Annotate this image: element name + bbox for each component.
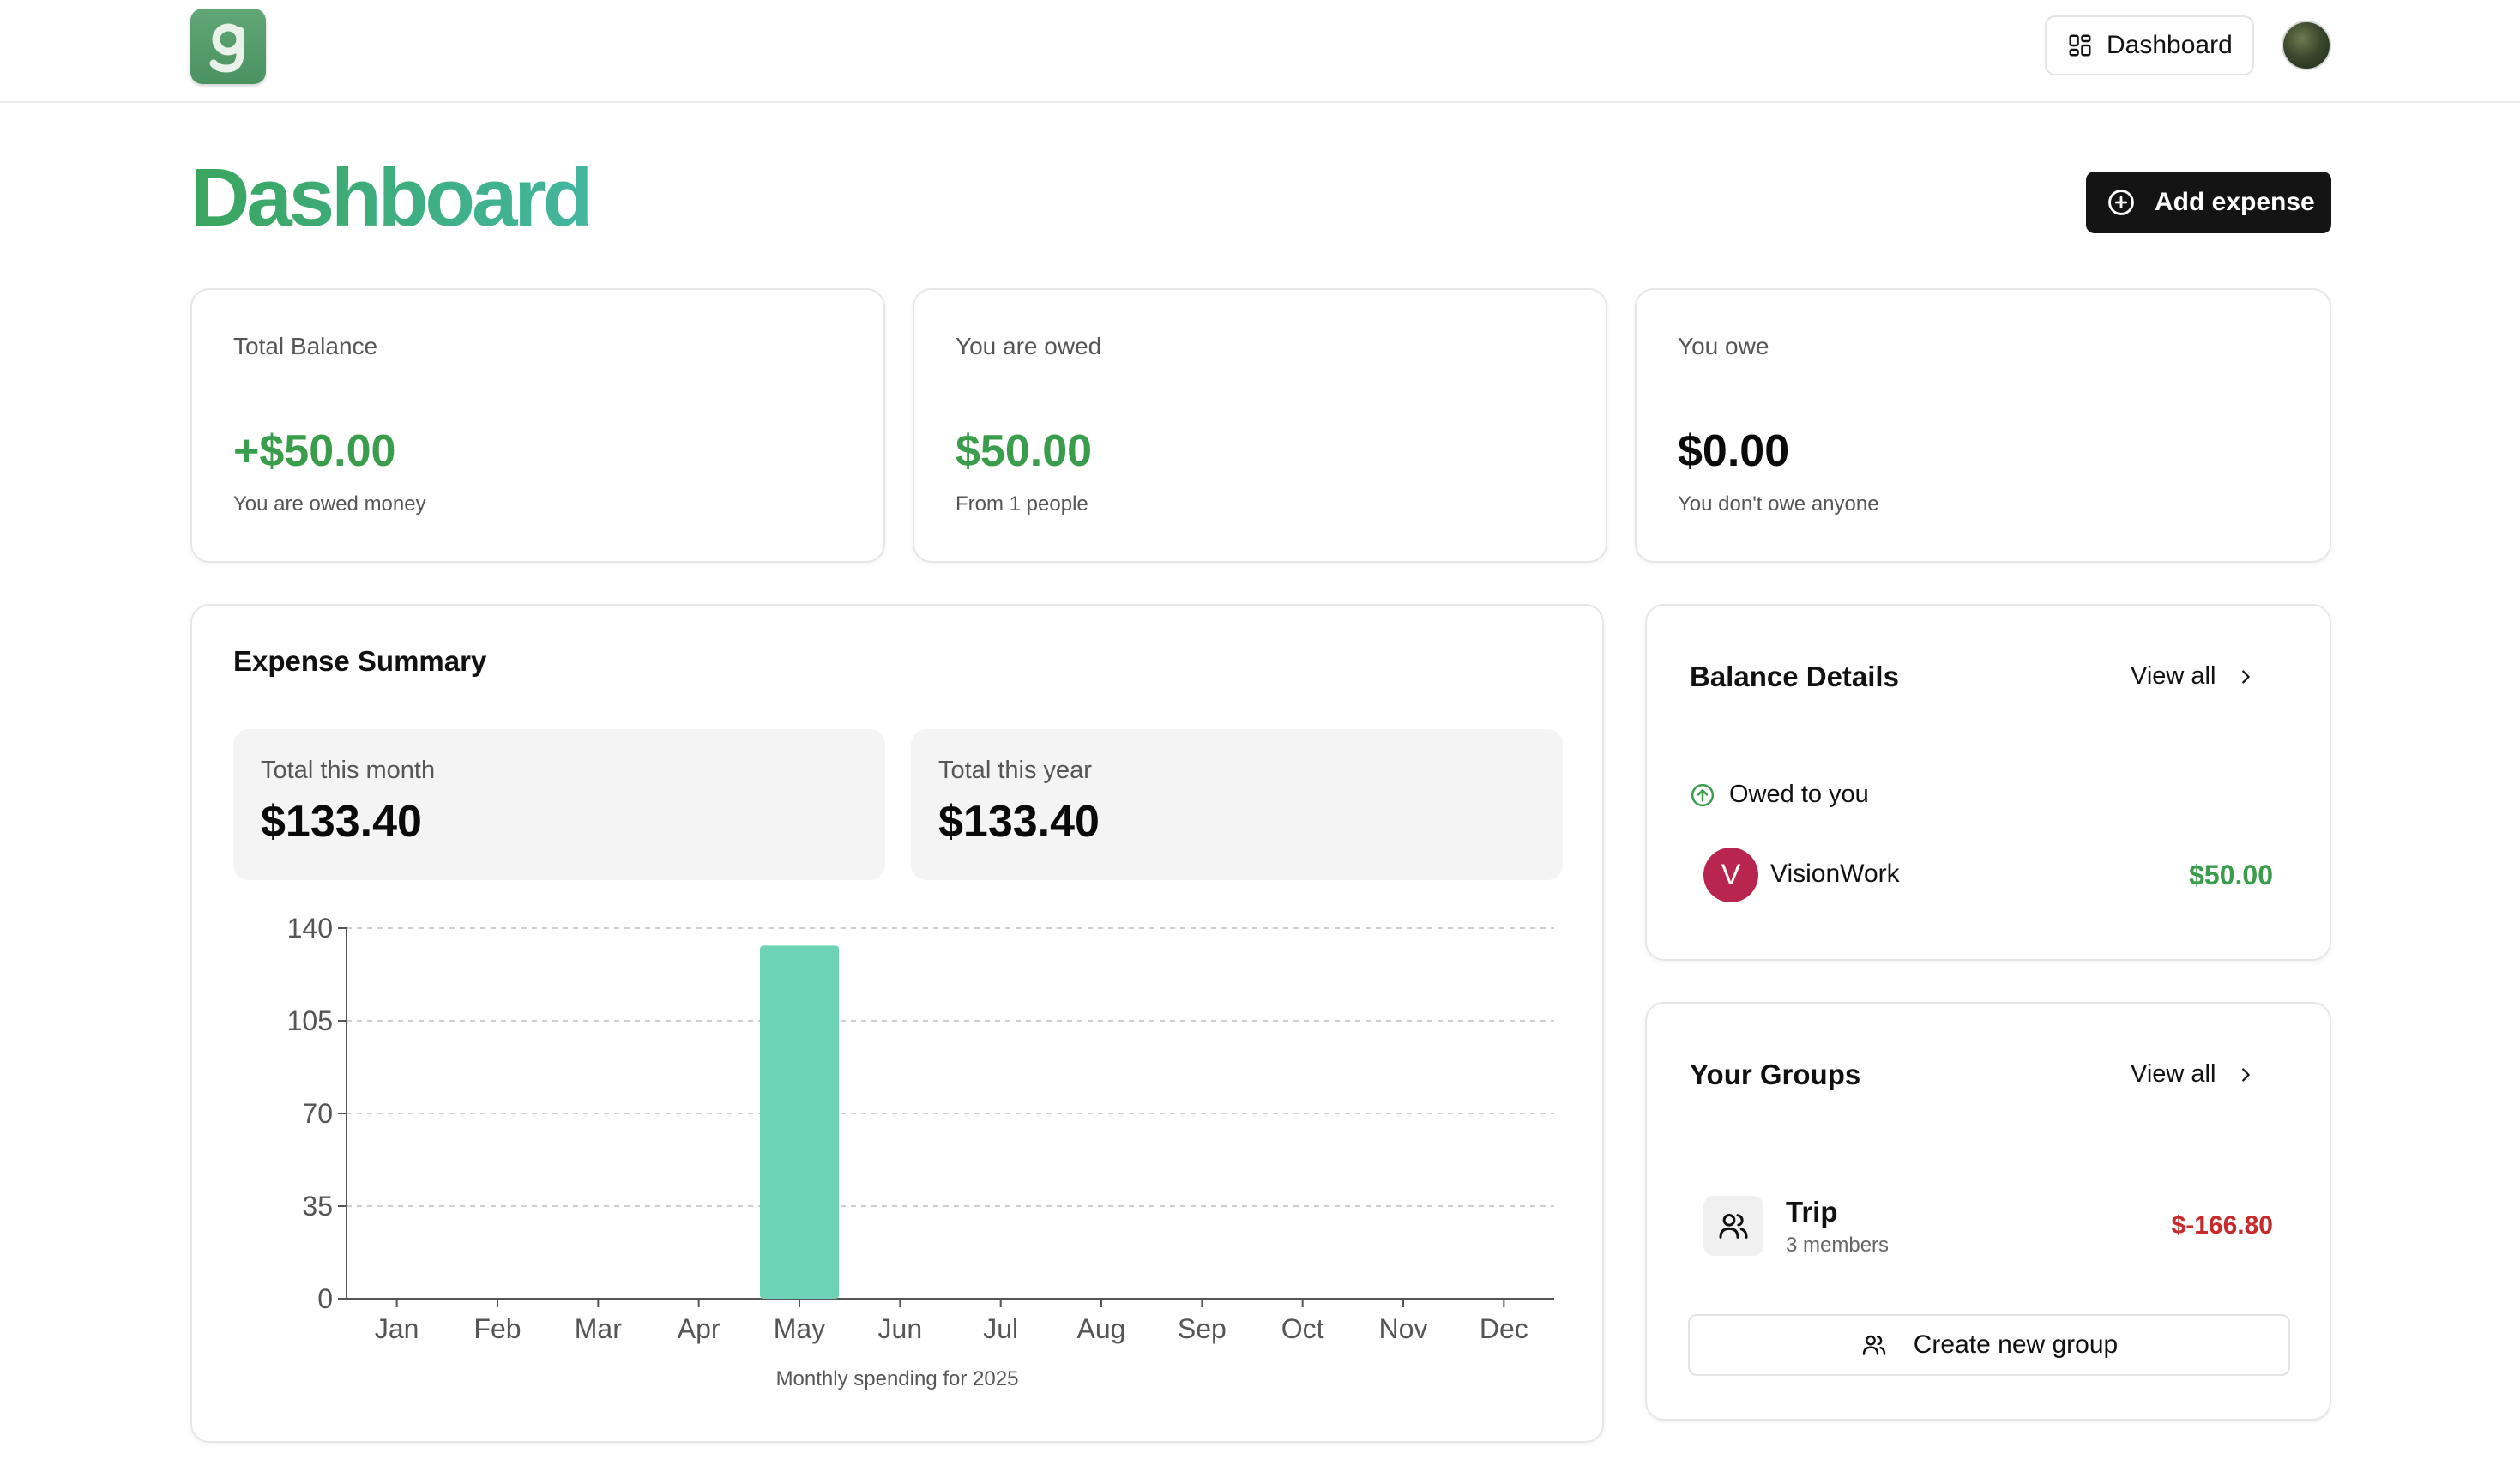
your-groups-title: Your Groups (1690, 1059, 1861, 1090)
create-new-group-button[interactable]: Create new group (1688, 1314, 2290, 1376)
x-tick-label: Jul (983, 1313, 1018, 1344)
chevron-right-icon (2242, 1067, 2251, 1082)
owed-to-you-label: Owed to you (1729, 781, 1869, 808)
y-tick-label: 70 (302, 1098, 333, 1129)
view-all-label: View all (2131, 662, 2216, 690)
plus-circle-icon (2108, 190, 2134, 215)
app-logo[interactable] (190, 9, 266, 84)
stat-value: +$50.00 (233, 426, 396, 476)
add-expense-button[interactable]: Add expense (2086, 172, 2331, 233)
groups-view-all-link[interactable]: View all (2131, 1060, 2255, 1089)
month-total-label: Total this month (261, 757, 436, 784)
x-tick-label: Sep (1178, 1313, 1227, 1344)
group-balance: $-166.80 (2171, 1211, 2273, 1240)
x-tick-label: Aug (1077, 1313, 1126, 1344)
stat-value: $0.00 (1678, 426, 1790, 476)
x-tick-label: Jun (878, 1313, 923, 1344)
top-header: Dashboard (0, 0, 2520, 103)
group-name[interactable]: Trip (1786, 1196, 1838, 1228)
group-members-count: 3 members (1786, 1234, 1890, 1257)
dashboard-nav-button[interactable]: Dashboard (2045, 15, 2254, 75)
page-title: Dashboard (190, 152, 593, 244)
year-total-label: Total this year (938, 757, 1092, 784)
stat-label: You are owed (956, 333, 1102, 359)
x-tick-label: Mar (575, 1313, 622, 1344)
person-name[interactable]: VisionWork (1770, 860, 1900, 888)
dashboard-nav-label: Dashboard (2107, 31, 2233, 59)
chart-caption: Monthly spending for 2025 (775, 1367, 1019, 1391)
balance-details-card: Balance Details View all Owed to you V V… (1645, 604, 2331, 961)
logo-g-icon (209, 23, 244, 73)
stat-subtext: From 1 people (956, 492, 1088, 516)
add-expense-label: Add expense (2155, 188, 2315, 216)
bar-may (760, 945, 839, 1299)
month-total-value: $133.40 (261, 797, 422, 847)
y-tick-label: 105 (287, 1005, 333, 1036)
create-new-group-label: Create new group (1913, 1330, 2119, 1359)
expense-summary-card: Expense Summary Total this month $133.40… (190, 604, 1604, 1443)
balance-details-title: Balance Details (1690, 661, 1899, 692)
x-tick-label: Feb (473, 1313, 521, 1344)
x-tick-label: Dec (1480, 1313, 1528, 1344)
chevron-right-icon (2242, 669, 2251, 684)
stat-value: $50.00 (956, 426, 1093, 476)
x-tick-label: Apr (678, 1313, 720, 1344)
you-owe-card: You owe $0.00 You don't owe anyone (1635, 288, 2331, 563)
y-tick-label: 0 (317, 1283, 333, 1314)
x-tick-label: Jan (375, 1313, 419, 1344)
x-tick-label: Nov (1379, 1313, 1428, 1344)
year-total-box: Total this year $133.40 (911, 729, 1563, 880)
y-tick-label: 140 (287, 913, 333, 944)
y-tick-label: 35 (302, 1191, 333, 1222)
person-amount: $50.00 (2189, 860, 2273, 890)
group-users-icon (1703, 1196, 1763, 1256)
year-total-value: $133.40 (938, 797, 1100, 847)
x-tick-label: Oct (1281, 1313, 1324, 1344)
stat-label: You owe (1678, 333, 1769, 359)
users-icon (1719, 1214, 1748, 1239)
person-avatar: V (1703, 848, 1758, 902)
x-tick-label: May (774, 1313, 825, 1344)
arrow-up-circle-icon (1691, 783, 1715, 806)
owed-to-you-heading: Owed to you (1690, 781, 1869, 809)
expense-summary-title: Expense Summary (233, 645, 487, 677)
stat-label: Total Balance (233, 333, 378, 359)
monthly-spending-chart: 0 35 70 105 140 Jan Feb Mar Apr May Jun Jul Aug Sep Oc… (287, 913, 1554, 1344)
your-groups-card: Your Groups View all Trip 3 members $-16… (1645, 1002, 2331, 1421)
dashboard-grid-icon (2069, 34, 2091, 57)
total-balance-card: Total Balance +$50.00 You are owed money (190, 288, 885, 563)
you-are-owed-card: You are owed $50.00 From 1 people (913, 288, 1607, 563)
users-icon (1862, 1335, 1885, 1355)
month-total-box: Total this month $133.40 (233, 729, 885, 880)
stat-subtext: You don't owe anyone (1678, 492, 1879, 516)
balance-view-all-link[interactable]: View all (2131, 662, 2255, 691)
stat-subtext: You are owed money (233, 492, 426, 516)
user-avatar[interactable] (2282, 21, 2331, 70)
view-all-label: View all (2131, 1060, 2216, 1088)
